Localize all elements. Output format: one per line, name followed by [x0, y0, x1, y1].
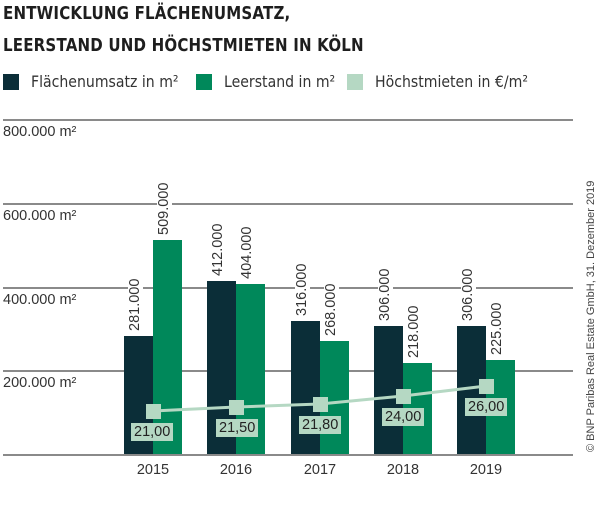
legend: Flächenumsatz in m² Leerstand in m² Höch… [3, 72, 600, 92]
legend-item-flaechenumsatz: Flächenumsatz in m² [3, 72, 199, 91]
hoechstmieten-label-2017: 21,80 [299, 416, 342, 434]
legend-swatch-leerstand-icon [196, 73, 212, 90]
legend-item-leerstand: Leerstand in m² [196, 72, 350, 91]
gridline-600000 [3, 203, 573, 205]
x-tick-label-2015: 2015 [136, 462, 170, 478]
hoechstmieten-label-2015: 21,00 [131, 423, 174, 441]
x-tick-label-2019: 2019 [469, 462, 503, 478]
legend-label: Höchstmieten in €/m² [375, 72, 528, 91]
gridline-200000 [3, 370, 573, 372]
legend-swatch-flaechenumsatz-icon [3, 73, 19, 90]
hoechstmieten-marker-2016 [229, 400, 244, 415]
hoechstmieten-marker-2015 [146, 404, 161, 419]
hoechstmieten-marker-2019 [479, 379, 494, 394]
legend-label: Leerstand in m² [224, 72, 336, 91]
x-axis-baseline [3, 454, 573, 456]
y-tick-label: 400.000 m² [3, 292, 77, 308]
gridline-800000 [3, 119, 573, 121]
chart-title-line-1: ENTWICKLUNG FLÄCHENUMSATZ, [3, 4, 291, 24]
gridline-400000 [3, 287, 573, 289]
legend-swatch-hoechstmieten-icon [347, 73, 363, 90]
hoechstmieten-label-2016: 21,50 [216, 419, 259, 437]
legend-label: Flächenumsatz in m² [31, 72, 179, 91]
copyright-notice: © BNP Paribas Real Estate GmbH, 31. Deze… [585, 180, 597, 452]
y-tick-label: 800.000 m² [3, 124, 77, 140]
hoechstmieten-marker-2018 [396, 389, 411, 404]
x-tick-label-2018: 2018 [386, 462, 420, 478]
hoechstmieten-marker-2017 [313, 397, 328, 412]
chart-title-line-2: LEERSTAND UND HÖCHSTMIETEN IN KÖLN [3, 36, 364, 56]
legend-item-hoechstmieten: Höchstmieten in €/m² [347, 72, 549, 91]
hoechstmieten-label-2018: 24,00 [382, 408, 425, 426]
hoechstmieten-label-2019: 26,00 [465, 398, 508, 416]
y-tick-label: 600.000 m² [3, 208, 77, 224]
x-tick-label-2016: 2016 [219, 462, 253, 478]
x-tick-label-2017: 2017 [303, 462, 337, 478]
y-tick-label: 200.000 m² [3, 375, 77, 391]
